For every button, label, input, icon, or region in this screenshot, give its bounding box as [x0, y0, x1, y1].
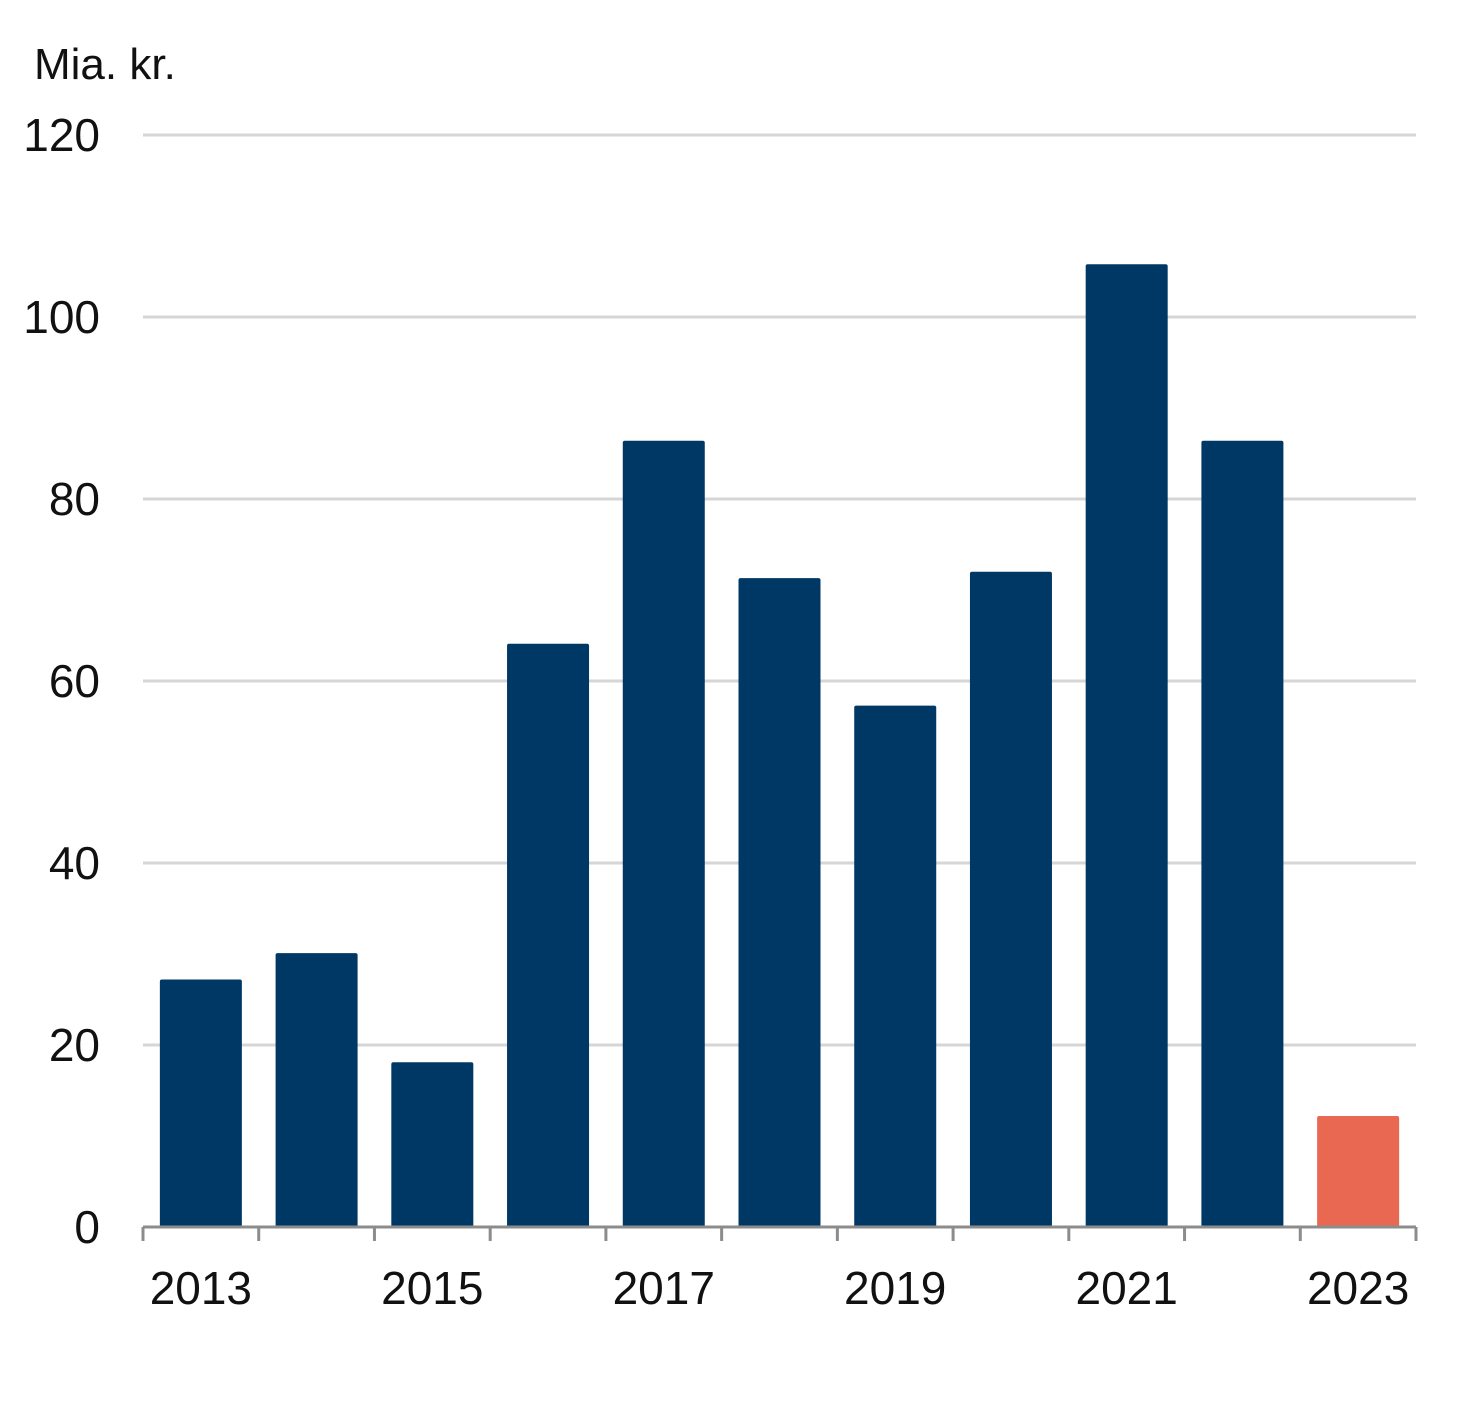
y-tick-label-20: 20 [49, 1019, 100, 1071]
y-tick-label-120: 120 [23, 109, 100, 161]
x-tick-label-2019: 2019 [844, 1262, 946, 1314]
x-tick-label-2021: 2021 [1076, 1262, 1178, 1314]
bar-2017 [622, 440, 705, 1227]
y-axis-tick-labels: 0 20 40 60 80 100 120 [23, 109, 100, 1253]
bars [159, 264, 1400, 1228]
y-tick-label-100: 100 [23, 291, 100, 343]
x-tick-label-2017: 2017 [613, 1262, 715, 1314]
y-axis-unit-label: Mia. kr. [34, 40, 176, 89]
y-tick-label-0: 0 [74, 1201, 100, 1253]
bar-2019 [854, 705, 937, 1227]
bar-2014 [275, 953, 358, 1227]
bar-2015 [391, 1062, 474, 1227]
x-tick-label-2015: 2015 [381, 1262, 483, 1314]
bar-2023 [1317, 1115, 1400, 1227]
x-axis-tick-labels: 2013 2015 2017 2019 2021 2023 [150, 1262, 1410, 1314]
y-tick-label-60: 60 [49, 655, 100, 707]
y-tick-label-40: 40 [49, 837, 100, 889]
x-tick-label-2013: 2013 [150, 1262, 252, 1314]
bar-2022 [1201, 440, 1284, 1227]
bar-2020 [969, 571, 1052, 1227]
bar-2021 [1085, 264, 1168, 1228]
bar-2013 [159, 979, 242, 1227]
y-tick-label-80: 80 [49, 473, 100, 525]
x-axis [141, 1225, 1418, 1241]
x-tick-label-2023: 2023 [1307, 1262, 1409, 1314]
bar-2018 [738, 578, 821, 1227]
bar-2016 [507, 643, 590, 1227]
